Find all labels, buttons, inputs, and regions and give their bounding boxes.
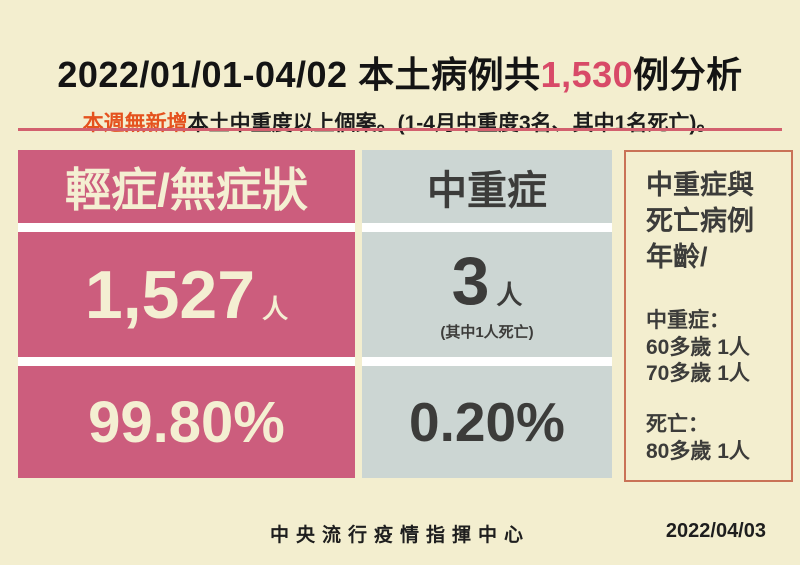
age-box-severe-section: 中重症： 60多歲 1人 70多歲 1人	[646, 308, 781, 389]
subtitle-highlight: 本週無新增	[82, 112, 188, 135]
publish-date: 2022/04/03	[665, 520, 766, 542]
title-prefix: 2022/01/01-04/02 本土病例共	[57, 54, 541, 96]
severe-cases-percent: 0.20%	[362, 366, 612, 478]
age-box-severe-line1: 60多歲 1人	[646, 335, 750, 359]
age-box-title: 中重症與 死亡病例 年齡/	[646, 168, 781, 276]
age-box-title-line2: 死亡病例	[646, 205, 754, 236]
mild-cases-count-row: 1,527 人	[85, 261, 288, 329]
mild-cases-column: 輕症/無症狀 1,527 人 99.80%	[18, 150, 355, 478]
age-detail-box: 中重症與 死亡病例 年齡/ 中重症： 60多歲 1人 70多歲 1人 死亡： 8…	[624, 150, 793, 482]
severe-cases-count-block: 3 人 (其中1人死亡)	[362, 232, 612, 357]
subtitle: 本週無新增本土中重度以上個案。(1-4月中重度3名、其中1名死亡)。	[0, 107, 800, 137]
mild-cases-percent: 99.80%	[18, 366, 355, 478]
severe-cases-count: 3	[451, 243, 490, 319]
age-box-death-section: 死亡： 80多歲 1人	[646, 412, 781, 466]
age-box-title-line3: 年齡/	[646, 241, 708, 272]
header-divider	[18, 128, 782, 131]
mild-cases-count: 1,527	[84, 256, 256, 333]
age-box-severe-label: 中重症：	[646, 308, 730, 332]
mild-cases-unit: 人	[262, 293, 289, 324]
mild-cases-count-block: 1,527 人	[18, 232, 355, 357]
age-box-death-line1: 80多歲 1人	[646, 440, 750, 464]
age-box-severe-line2: 70多歲 1人	[646, 362, 750, 386]
severe-cases-death-note: (其中1人死亡)	[440, 324, 534, 341]
subtitle-rest: 本土中重度以上個案。(1-4月中重度3名、其中1名死亡)。	[187, 112, 718, 135]
age-box-death-label: 死亡：	[646, 413, 709, 437]
severe-cases-unit: 人	[496, 280, 523, 310]
title-suffix: 例分析	[633, 54, 743, 96]
severe-cases-count-row: 3 人	[452, 247, 523, 315]
source-agency: 中央流行疫情指揮中心	[269, 525, 530, 546]
age-box-title-line1: 中重症與	[646, 170, 754, 200]
title-total-count: 1,530	[540, 54, 634, 96]
page-title: 2022/01/01-04/02 本土病例共1,530例分析	[0, 46, 800, 98]
severe-cases-header: 中重症	[362, 150, 612, 223]
mild-cases-header: 輕症/無症狀	[18, 150, 355, 223]
severe-cases-column: 中重症 3 人 (其中1人死亡) 0.20%	[362, 150, 612, 478]
